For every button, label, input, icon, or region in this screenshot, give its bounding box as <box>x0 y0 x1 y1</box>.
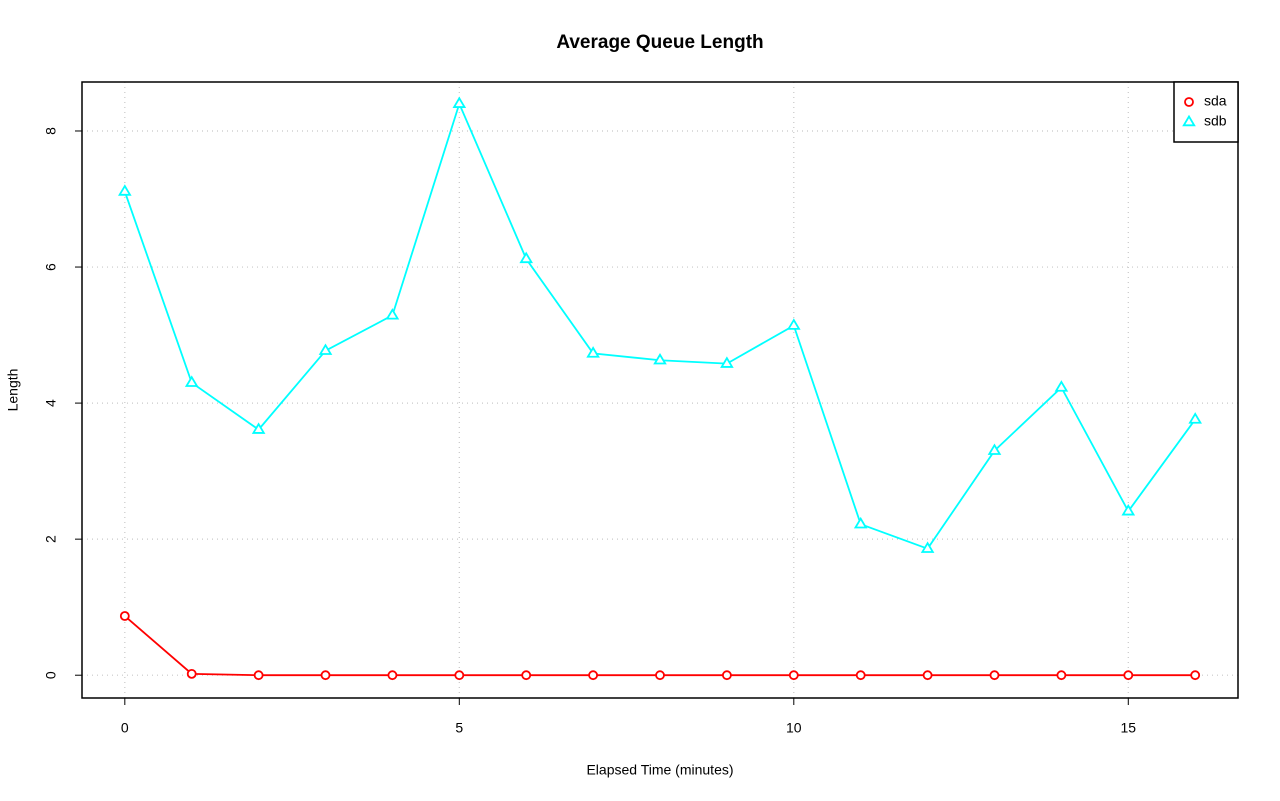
marker <box>920 541 935 553</box>
marker <box>1190 670 1201 681</box>
marker <box>318 343 333 355</box>
marker <box>519 251 534 264</box>
marker <box>855 670 866 681</box>
y-axis-label: Length <box>5 369 21 412</box>
marker <box>853 516 868 529</box>
marker <box>720 356 734 368</box>
legend-box <box>1173 81 1239 143</box>
marker <box>1188 412 1202 424</box>
marker <box>320 670 331 681</box>
y-tick-label: 2 <box>43 535 59 543</box>
marker <box>586 346 600 358</box>
marker <box>251 422 266 434</box>
x-tick-label: 10 <box>786 720 802 736</box>
marker <box>454 670 465 681</box>
marker <box>721 670 732 681</box>
marker <box>253 670 264 681</box>
y-tick-label: 8 <box>43 127 59 135</box>
marker <box>1123 670 1134 681</box>
y-tick-label: 4 <box>43 399 59 407</box>
x-tick-label: 5 <box>455 720 463 736</box>
marker <box>521 670 532 681</box>
marker <box>186 668 197 679</box>
y-tick-label: 0 <box>43 671 59 679</box>
marker <box>387 670 398 681</box>
plot-border <box>81 81 1239 699</box>
marker <box>184 375 199 387</box>
marker <box>788 670 799 681</box>
x-axis-label: Elapsed Time (minutes) <box>586 762 733 778</box>
marker <box>118 184 132 196</box>
marker <box>987 443 1002 455</box>
legend-marker <box>1182 114 1196 127</box>
marker <box>786 318 801 330</box>
y-tick-label: 6 <box>43 263 59 271</box>
marker <box>922 670 933 681</box>
marker <box>655 670 665 681</box>
marker <box>119 611 130 621</box>
marker <box>653 352 667 365</box>
x-tick-label: 15 <box>1120 720 1136 736</box>
marker <box>452 96 467 108</box>
marker <box>1121 503 1136 516</box>
legend-marker <box>1184 97 1194 107</box>
marker <box>588 670 599 681</box>
marker <box>1054 380 1069 392</box>
chart-title: Average Queue Length <box>556 32 763 53</box>
marker <box>385 308 400 320</box>
legend-label: sdb <box>1204 113 1227 129</box>
legend-label: sda <box>1204 93 1227 109</box>
marker <box>1056 670 1067 681</box>
marker <box>989 670 1000 681</box>
x-tick-label: 0 <box>121 720 129 736</box>
